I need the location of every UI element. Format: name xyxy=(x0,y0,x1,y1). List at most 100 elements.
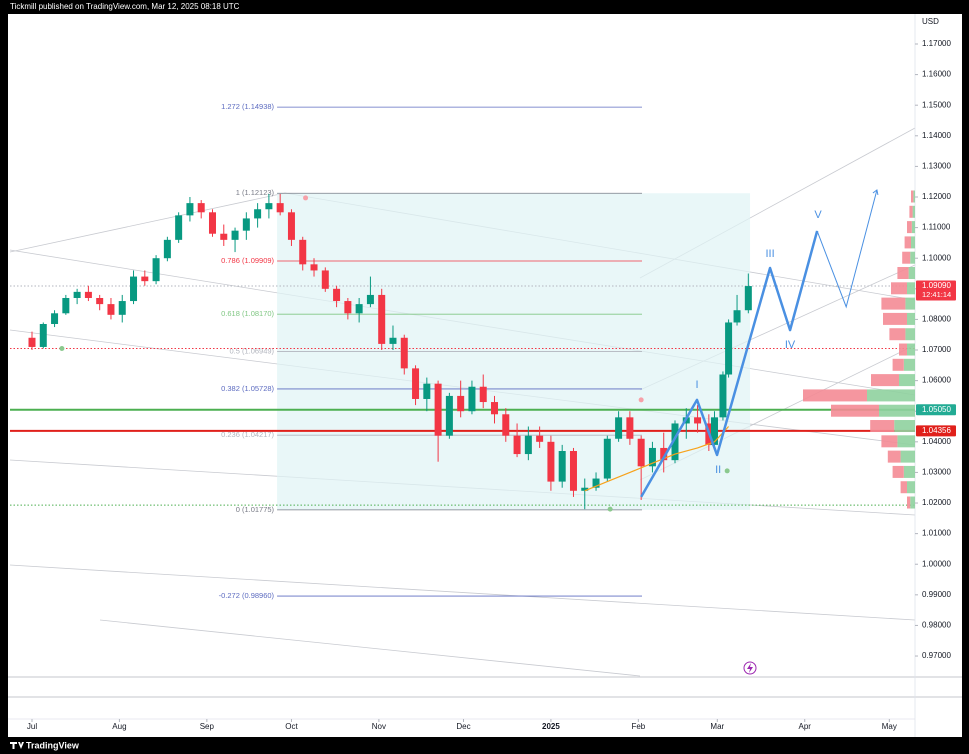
candle-body xyxy=(648,447,656,467)
y-tick-label: 0.99000 xyxy=(922,590,951,599)
y-tick-label: 1.15000 xyxy=(922,100,951,109)
candle-body xyxy=(536,435,544,442)
wave-label: V xyxy=(814,209,822,221)
profile-sell xyxy=(871,374,899,387)
profile-buy xyxy=(907,343,915,356)
candle-body xyxy=(96,297,104,305)
x-tick-label: Mar xyxy=(710,722,724,731)
y-tick-label: 0.97000 xyxy=(922,651,951,660)
candle-body xyxy=(51,313,59,325)
wave-label: II xyxy=(715,464,721,476)
candle-body xyxy=(254,209,262,219)
candle-body xyxy=(719,374,727,418)
candle-body xyxy=(333,288,341,302)
price-tag-countdown: 12:41:14 xyxy=(922,290,951,299)
candle-body xyxy=(39,324,47,347)
candle-body xyxy=(603,438,611,479)
candle-body xyxy=(276,203,284,213)
lightning-bolt xyxy=(747,663,753,673)
fib-label: 0.618 (1.08170) xyxy=(221,309,274,318)
candle-body xyxy=(197,203,205,213)
profile-sell xyxy=(892,358,904,371)
wave-label: I xyxy=(695,379,698,391)
price-tag-label: 1.09090 xyxy=(922,281,951,290)
marker xyxy=(303,195,309,201)
marker xyxy=(724,468,730,474)
candle-body xyxy=(220,233,228,240)
candle-body xyxy=(434,383,442,436)
candle-body xyxy=(310,264,318,271)
candle-body xyxy=(547,441,555,482)
profile-sell xyxy=(904,236,911,249)
candle-body xyxy=(366,294,374,305)
candle-body xyxy=(299,239,307,265)
profile-buy xyxy=(879,404,915,417)
candle-body xyxy=(457,395,465,412)
y-tick-label: 1.03000 xyxy=(922,468,951,477)
x-tick-label: Feb xyxy=(631,722,645,731)
candle-body xyxy=(141,276,149,282)
profile-sell xyxy=(909,205,913,218)
price-tag-label: 1.04356 xyxy=(922,426,951,435)
profile-sell xyxy=(881,297,906,310)
y-tick-label: 0.98000 xyxy=(922,621,951,630)
profile-sell xyxy=(900,481,907,494)
lightning-icon[interactable] xyxy=(743,661,757,675)
price-tag xyxy=(916,404,956,416)
y-tick-label: 1.07000 xyxy=(922,345,951,354)
y-tick-label: 1.14000 xyxy=(922,131,951,140)
candle-body xyxy=(733,310,741,323)
candle-body xyxy=(400,337,408,369)
candle-body xyxy=(163,239,171,259)
candle-body xyxy=(710,417,718,445)
wave-projection xyxy=(816,189,878,309)
x-tick-label: May xyxy=(882,722,897,731)
candle-body xyxy=(378,294,386,344)
x-tick-label: Dec xyxy=(456,722,470,731)
x-tick-label: Oct xyxy=(285,722,298,731)
marker xyxy=(638,397,644,403)
profile-buy xyxy=(913,190,915,203)
candle-body xyxy=(694,417,702,424)
x-tick-label: Aug xyxy=(112,722,126,731)
candle-body xyxy=(491,402,499,415)
candle-body xyxy=(242,218,250,231)
candle-body xyxy=(660,447,668,461)
y-tick-label: 1.00000 xyxy=(922,559,951,568)
profile-sell xyxy=(891,282,907,295)
profile-sell xyxy=(899,343,907,356)
profile-buy xyxy=(899,374,915,387)
y-tick-label: 1.08000 xyxy=(922,315,951,324)
candle-body xyxy=(524,435,532,455)
profile-buy xyxy=(900,450,915,463)
x-tick-label: Apr xyxy=(799,722,812,731)
profile-buy xyxy=(905,297,915,310)
candle-body xyxy=(208,212,216,234)
candle-body xyxy=(287,212,295,240)
wave-label: IV xyxy=(785,339,796,351)
profile-buy xyxy=(907,312,915,325)
fib-label: 0.236 (1.04217) xyxy=(221,430,274,439)
profile-buy xyxy=(894,420,915,433)
candle-body xyxy=(423,383,431,399)
profile-sell xyxy=(907,496,911,509)
y-tick-label: 1.12000 xyxy=(922,192,951,201)
wave-label: III xyxy=(765,248,774,260)
fib-label: 0 (1.01775) xyxy=(236,505,275,514)
price-tag-label: 1.05050 xyxy=(922,405,951,414)
candle-body xyxy=(445,395,453,436)
candle-body xyxy=(73,291,81,298)
candle-body xyxy=(671,423,679,461)
y-tick-label: 1.06000 xyxy=(922,376,951,385)
profile-sell xyxy=(883,312,907,325)
candle-body xyxy=(355,304,363,314)
profile-sell xyxy=(870,420,895,433)
candle-body xyxy=(175,215,183,240)
profile-buy xyxy=(907,481,915,494)
price-tag xyxy=(916,425,956,437)
candle-body xyxy=(28,337,36,347)
candle-body xyxy=(152,258,160,282)
fib-label: 0.786 (1.09909) xyxy=(221,256,274,265)
profile-sell xyxy=(892,465,904,478)
